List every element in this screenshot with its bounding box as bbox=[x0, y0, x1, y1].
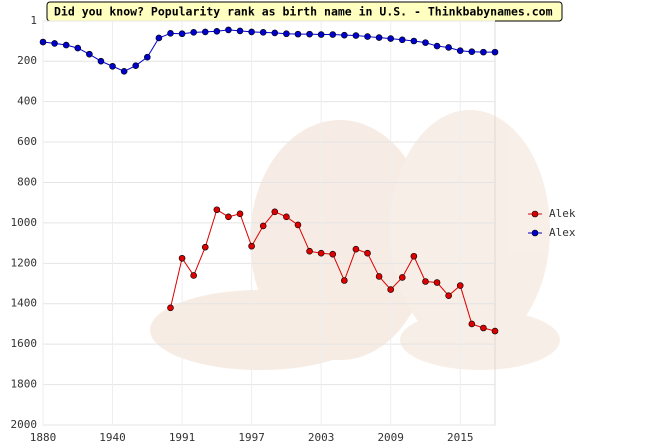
point bbox=[352, 245, 360, 253]
point bbox=[329, 250, 337, 258]
point bbox=[456, 47, 464, 55]
point bbox=[398, 36, 406, 44]
point bbox=[39, 38, 47, 46]
point bbox=[480, 324, 487, 332]
point bbox=[306, 30, 313, 38]
point bbox=[167, 304, 174, 312]
point bbox=[445, 44, 452, 51]
point bbox=[422, 278, 429, 285]
point bbox=[120, 68, 128, 75]
point bbox=[225, 26, 232, 34]
point bbox=[201, 243, 209, 251]
point bbox=[259, 29, 267, 36]
point bbox=[375, 273, 383, 280]
point bbox=[491, 48, 499, 56]
legend-marker bbox=[531, 229, 539, 237]
point bbox=[190, 29, 197, 36]
point bbox=[86, 50, 93, 58]
point bbox=[491, 327, 499, 335]
point bbox=[190, 272, 197, 279]
point bbox=[433, 42, 441, 50]
y-tick-label: 800 bbox=[17, 175, 37, 188]
point bbox=[306, 247, 313, 255]
legend-label: Alex bbox=[549, 226, 576, 239]
point bbox=[236, 27, 244, 35]
point bbox=[410, 252, 418, 260]
point bbox=[410, 37, 418, 45]
point bbox=[178, 254, 186, 262]
point bbox=[283, 30, 290, 38]
x-tick-label: 2015 bbox=[447, 431, 474, 444]
point bbox=[364, 33, 371, 40]
point bbox=[294, 30, 302, 38]
legend-marker bbox=[531, 210, 539, 218]
y-tick-label: 2000 bbox=[11, 418, 38, 431]
point bbox=[456, 282, 464, 289]
y-tick-label: 1600 bbox=[11, 337, 38, 350]
point bbox=[317, 249, 325, 257]
point bbox=[225, 213, 232, 221]
x-tick-label: 2009 bbox=[377, 431, 404, 444]
x-tick-label: 1940 bbox=[99, 431, 126, 444]
y-tick-label: 1200 bbox=[11, 256, 38, 269]
point bbox=[201, 28, 209, 36]
x-tick-label: 1880 bbox=[30, 431, 57, 444]
point bbox=[155, 34, 163, 42]
point bbox=[283, 213, 290, 221]
point bbox=[364, 249, 371, 257]
point bbox=[329, 31, 337, 38]
point bbox=[352, 32, 360, 39]
point bbox=[51, 40, 58, 47]
y-tick-label: 1400 bbox=[11, 297, 38, 310]
point bbox=[468, 48, 476, 56]
y-tick-label: 400 bbox=[17, 95, 37, 108]
point bbox=[132, 62, 140, 69]
point bbox=[445, 292, 452, 299]
point bbox=[317, 31, 325, 38]
background-photo bbox=[150, 110, 560, 370]
point bbox=[468, 320, 476, 328]
point bbox=[109, 62, 116, 70]
point bbox=[144, 53, 151, 61]
point bbox=[341, 277, 348, 284]
point bbox=[422, 39, 429, 46]
point bbox=[294, 221, 302, 229]
point bbox=[271, 208, 279, 216]
point bbox=[213, 206, 221, 214]
point bbox=[341, 31, 348, 39]
point bbox=[375, 34, 383, 41]
y-tick-label: 1800 bbox=[11, 378, 38, 391]
point bbox=[178, 30, 186, 38]
point bbox=[167, 30, 174, 37]
point bbox=[248, 28, 255, 36]
point bbox=[213, 28, 221, 35]
x-tick-label: 1991 bbox=[169, 431, 196, 444]
x-tick-label: 2003 bbox=[308, 431, 335, 444]
point bbox=[387, 286, 394, 293]
point bbox=[236, 210, 244, 218]
point bbox=[271, 29, 279, 37]
x-tick-label: 1997 bbox=[238, 431, 265, 444]
series-line bbox=[42, 29, 495, 72]
point bbox=[433, 279, 441, 286]
point bbox=[62, 41, 70, 49]
point bbox=[398, 274, 406, 281]
point bbox=[387, 35, 394, 42]
y-tick-label: 1 bbox=[30, 14, 37, 27]
point bbox=[480, 48, 487, 56]
y-tick-label: 1000 bbox=[11, 216, 38, 229]
point bbox=[74, 44, 82, 52]
y-tick-label: 600 bbox=[17, 135, 37, 148]
point bbox=[97, 57, 105, 65]
point bbox=[248, 242, 255, 250]
point bbox=[259, 222, 267, 230]
y-tick-label: 200 bbox=[17, 54, 37, 67]
legend-label: Alek bbox=[549, 207, 576, 220]
chart-title: Did you know? Popularity rank as birth n… bbox=[54, 5, 553, 19]
